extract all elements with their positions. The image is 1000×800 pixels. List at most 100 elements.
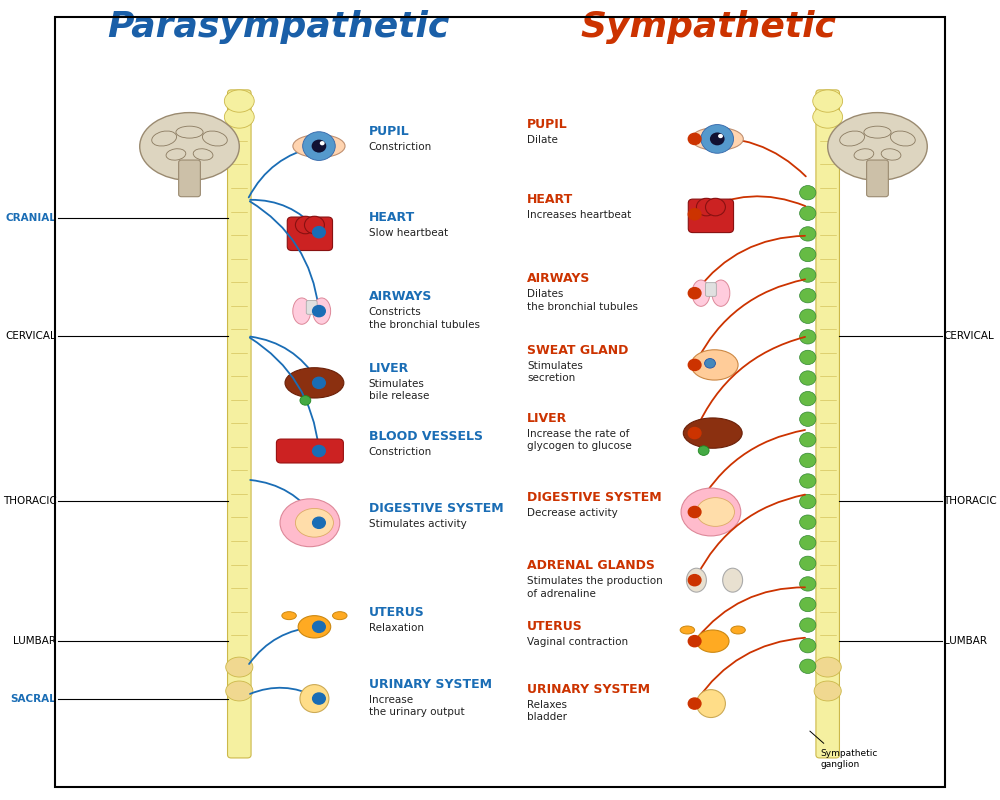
Ellipse shape <box>298 616 331 638</box>
Text: SACRAL: SACRAL <box>11 694 56 703</box>
Circle shape <box>800 535 816 550</box>
Ellipse shape <box>828 113 927 180</box>
Text: Stimulates
secretion: Stimulates secretion <box>527 361 583 383</box>
FancyBboxPatch shape <box>228 90 251 758</box>
Circle shape <box>710 133 725 146</box>
Text: HEART: HEART <box>369 211 415 224</box>
Circle shape <box>800 206 816 221</box>
Text: Stimulates activity: Stimulates activity <box>369 518 466 529</box>
Circle shape <box>800 226 816 241</box>
FancyBboxPatch shape <box>306 301 317 314</box>
Circle shape <box>800 268 816 282</box>
Text: SWEAT GLAND: SWEAT GLAND <box>527 344 629 357</box>
Circle shape <box>800 391 816 406</box>
Circle shape <box>705 198 725 216</box>
Circle shape <box>800 638 816 653</box>
Circle shape <box>688 427 701 438</box>
Circle shape <box>688 287 701 298</box>
Ellipse shape <box>333 612 347 620</box>
Circle shape <box>800 659 816 674</box>
Text: BLOOD VESSELS: BLOOD VESSELS <box>369 430 483 443</box>
Ellipse shape <box>814 657 841 677</box>
Circle shape <box>688 698 701 709</box>
Ellipse shape <box>698 446 709 455</box>
Circle shape <box>688 134 701 145</box>
Text: Relaxes
bladder: Relaxes bladder <box>527 699 567 722</box>
Text: LIVER: LIVER <box>527 412 567 425</box>
Text: CRANIAL: CRANIAL <box>6 213 56 223</box>
Circle shape <box>800 556 816 570</box>
Circle shape <box>313 378 325 389</box>
FancyBboxPatch shape <box>688 199 734 233</box>
Circle shape <box>320 141 325 146</box>
Circle shape <box>800 330 816 344</box>
Circle shape <box>313 693 325 704</box>
Circle shape <box>313 306 325 317</box>
Text: CERVICAL: CERVICAL <box>944 331 994 342</box>
Ellipse shape <box>280 499 340 546</box>
Text: Increases heartbeat: Increases heartbeat <box>527 210 631 220</box>
Text: Increase
the urinary output: Increase the urinary output <box>369 694 464 717</box>
Circle shape <box>800 186 816 200</box>
Text: Increase the rate of
glycogen to glucose: Increase the rate of glycogen to glucose <box>527 429 632 451</box>
Circle shape <box>800 454 816 467</box>
Circle shape <box>312 140 326 153</box>
Text: Constriction: Constriction <box>369 142 432 152</box>
Text: Sympathetic
ganglion: Sympathetic ganglion <box>820 749 878 769</box>
Text: Relaxation: Relaxation <box>369 623 424 633</box>
Text: Vaginal contraction: Vaginal contraction <box>527 637 628 647</box>
Ellipse shape <box>813 90 843 112</box>
Text: AIRWAYS: AIRWAYS <box>527 272 591 285</box>
FancyBboxPatch shape <box>179 160 200 197</box>
Ellipse shape <box>226 681 253 701</box>
Text: Dilate: Dilate <box>527 135 558 145</box>
FancyBboxPatch shape <box>287 217 333 250</box>
Circle shape <box>696 198 716 216</box>
Circle shape <box>313 141 325 152</box>
Text: HEART: HEART <box>527 194 573 206</box>
Text: UTERUS: UTERUS <box>369 606 424 619</box>
Circle shape <box>800 412 816 426</box>
Text: PUPIL: PUPIL <box>369 125 409 138</box>
Text: URINARY SYSTEM: URINARY SYSTEM <box>369 678 492 690</box>
Circle shape <box>800 433 816 447</box>
Circle shape <box>688 359 701 370</box>
Ellipse shape <box>282 612 296 620</box>
Text: Constriction: Constriction <box>369 447 432 457</box>
Circle shape <box>313 446 325 457</box>
Ellipse shape <box>224 106 254 128</box>
Circle shape <box>800 309 816 323</box>
Text: Sympathetic: Sympathetic <box>580 10 836 44</box>
Ellipse shape <box>696 630 729 652</box>
Circle shape <box>313 226 325 238</box>
Ellipse shape <box>293 134 345 158</box>
Ellipse shape <box>813 106 843 128</box>
Ellipse shape <box>295 509 333 537</box>
Text: LUMBAR: LUMBAR <box>13 636 56 646</box>
Circle shape <box>295 216 315 234</box>
Text: THORACIC: THORACIC <box>944 496 997 506</box>
Circle shape <box>800 350 816 365</box>
Circle shape <box>800 577 816 591</box>
Ellipse shape <box>313 298 331 324</box>
FancyBboxPatch shape <box>276 439 343 463</box>
Text: PUPIL: PUPIL <box>527 118 568 131</box>
Text: Slow heartbeat: Slow heartbeat <box>369 228 448 238</box>
Ellipse shape <box>300 685 329 713</box>
Circle shape <box>800 474 816 488</box>
FancyBboxPatch shape <box>816 90 839 758</box>
Text: Dilates
the bronchial tubules: Dilates the bronchial tubules <box>527 289 638 311</box>
Text: DIGESTIVE SYSTEM: DIGESTIVE SYSTEM <box>369 502 503 515</box>
Text: Stimulates
bile release: Stimulates bile release <box>369 379 429 402</box>
Ellipse shape <box>696 498 734 526</box>
FancyBboxPatch shape <box>867 160 888 197</box>
Ellipse shape <box>293 298 311 324</box>
Text: UTERUS: UTERUS <box>527 620 583 633</box>
Ellipse shape <box>731 626 745 634</box>
Circle shape <box>800 494 816 509</box>
Text: Constricts
the bronchial tubules: Constricts the bronchial tubules <box>369 307 480 330</box>
Text: AIRWAYS: AIRWAYS <box>369 290 432 303</box>
Text: Decrease activity: Decrease activity <box>527 508 618 518</box>
Text: CERVICAL: CERVICAL <box>6 331 56 342</box>
Circle shape <box>688 574 701 586</box>
